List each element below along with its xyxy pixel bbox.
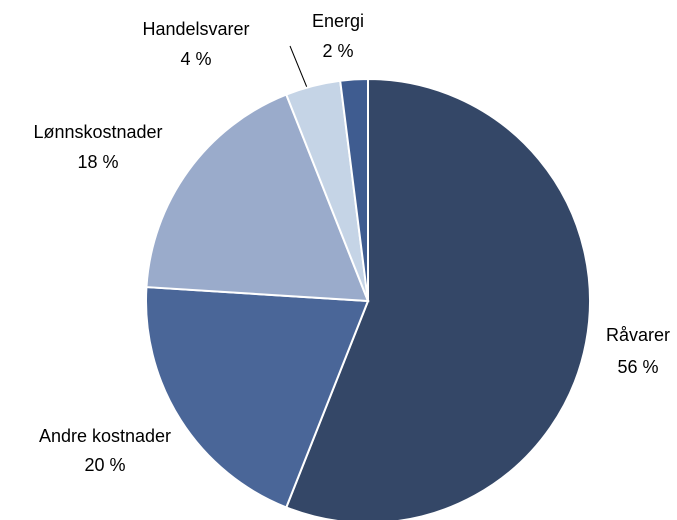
value-label: 56 %	[617, 357, 658, 377]
leader-line	[289, 45, 309, 91]
value-label: 2 %	[322, 41, 353, 61]
slice-label: Energi	[312, 11, 364, 31]
pie-slice	[145, 286, 370, 509]
slice-label: Råvarer	[606, 325, 670, 345]
slice-label: Handelsvarer	[142, 19, 249, 39]
pie-slice	[339, 77, 369, 302]
slice-label: Andre kostnader	[39, 426, 171, 446]
value-label: 20 %	[84, 455, 125, 475]
pie-slice	[145, 93, 370, 303]
slice-label: Lønnskostnader	[33, 122, 162, 142]
pie-slice	[284, 77, 591, 520]
value-label: 18 %	[77, 152, 118, 172]
value-label: 4 %	[180, 49, 211, 69]
